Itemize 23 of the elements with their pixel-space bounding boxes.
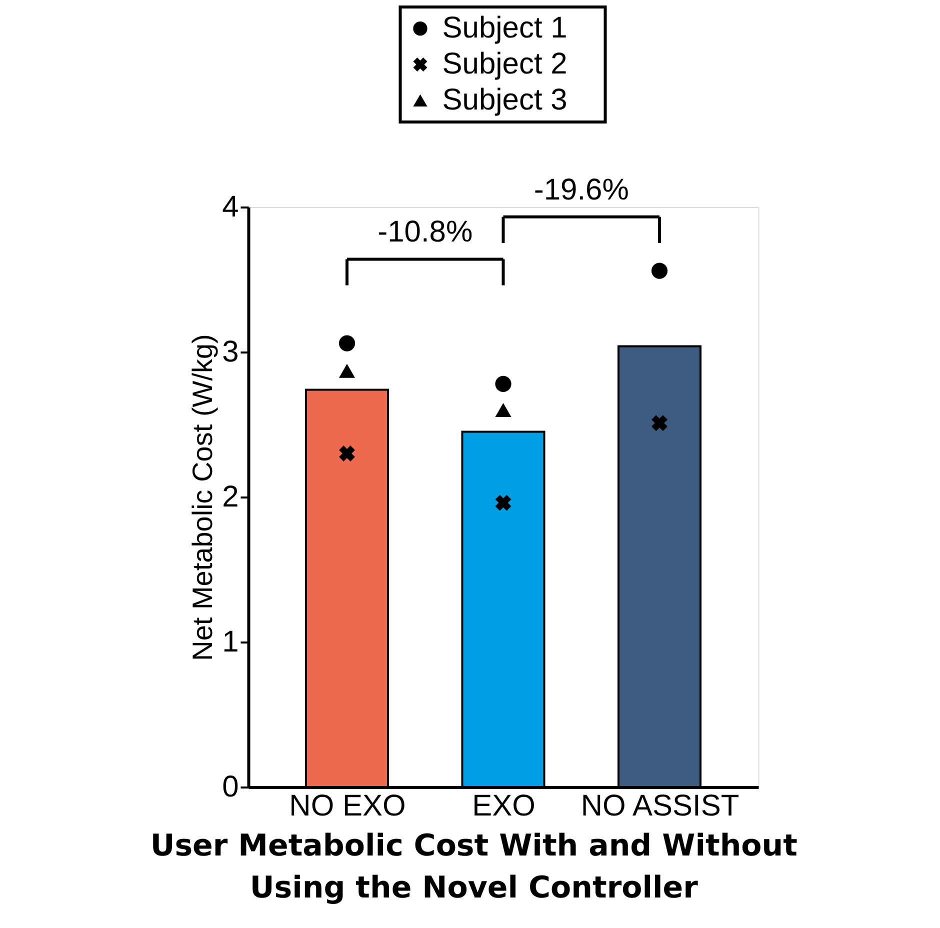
- y-axis-title: Net Metabolic Cost (W/kg): [187, 334, 218, 661]
- point: [651, 262, 668, 279]
- y-tick-label: 0: [222, 770, 239, 804]
- text: User Metabolic Cost With and Without Using the Novel Controller: [150, 828, 798, 906]
- point: [495, 403, 512, 417]
- point: [652, 415, 668, 432]
- legend-label: Subject 3: [442, 83, 568, 116]
- x-tick-label: NO ASSIST: [580, 790, 740, 822]
- annotation: -10.8%: [378, 216, 473, 249]
- point: [339, 446, 355, 462]
- legend-label: Subject 1: [442, 12, 568, 45]
- x-tick-label: NO EXO: [289, 790, 406, 822]
- point: [495, 494, 512, 511]
- x-tick-label: EXO: [472, 790, 536, 822]
- point: [338, 364, 356, 378]
- point: [338, 335, 356, 352]
- y-tick-label: 3: [222, 336, 239, 368]
- y-tick-label: 1: [222, 626, 239, 658]
- text: -19.6%: [534, 173, 629, 206]
- y-tick-label: 4: [222, 190, 239, 224]
- point: [495, 376, 512, 392]
- y-tick-label: 2: [222, 480, 239, 514]
- legend-label: Subject 2: [442, 48, 568, 80]
